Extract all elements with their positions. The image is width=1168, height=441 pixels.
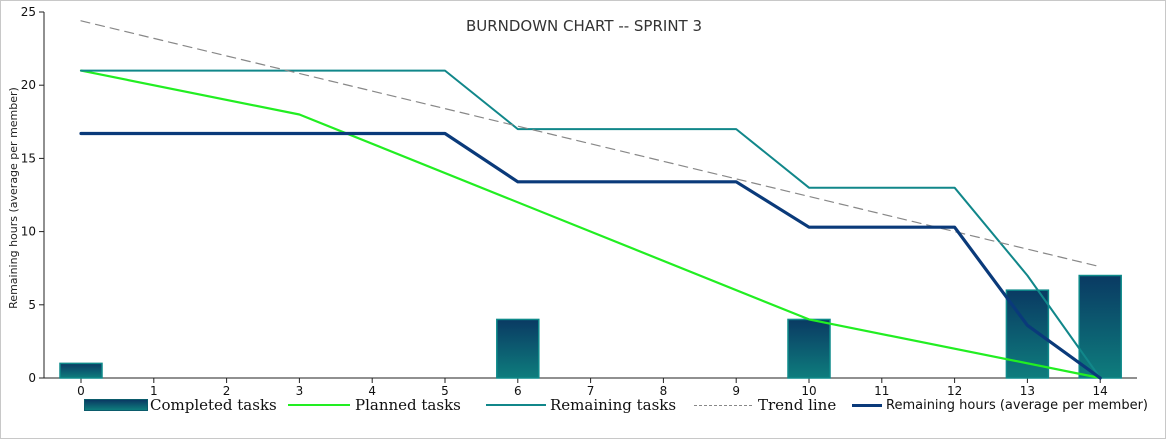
series-line-remaining-hours-average-per-member <box>79 131 1102 380</box>
y-tick-label: 0 <box>28 371 36 385</box>
x-tick-label: 1 <box>150 384 158 398</box>
y-tick-label: 20 <box>21 78 36 92</box>
y-axis-label: Remaining hours (average per member) <box>7 87 20 309</box>
x-tick-label: 5 <box>441 384 449 398</box>
legend-swatch-remaining-hours <box>852 403 882 407</box>
bar-completed-tasks <box>1078 274 1122 379</box>
legend-item-remaining-hours: Remaining hours (average per member) <box>852 392 1148 418</box>
legend-label-trend-line: Trend line <box>758 396 837 414</box>
x-tick-label: 13 <box>1020 384 1035 398</box>
x-tick-label: 14 <box>1093 384 1108 398</box>
y-tick-label: 5 <box>28 298 36 312</box>
x-tick-label: 0 <box>77 384 85 398</box>
x-tick-label: 7 <box>587 384 595 398</box>
legend-label-planned-tasks: Planned tasks <box>355 396 461 414</box>
x-tick-label: 4 <box>368 384 376 398</box>
legend-swatch-remaining-tasks <box>486 404 546 406</box>
series-line-remaining-tasks <box>80 69 1102 379</box>
legend-label-remaining-tasks: Remaining tasks <box>550 396 677 414</box>
chart-legend: Completed tasks Planned tasks Remaining … <box>0 392 1168 420</box>
bar-completed-tasks <box>787 318 831 379</box>
x-tick-label: 3 <box>296 384 304 398</box>
legend-item-planned-tasks: Planned tasks <box>288 392 461 418</box>
y-tick-label: 10 <box>21 225 36 239</box>
series-line-planned-tasks <box>79 69 1102 380</box>
chart-title: BURNDOWN CHART -- SPRINT 3 <box>466 17 702 35</box>
x-tick-label: 8 <box>660 384 668 398</box>
legend-label-completed-tasks: Completed tasks <box>150 396 277 414</box>
legend-item-completed-tasks: Completed tasks <box>84 392 277 418</box>
legend-label-remaining-hours: Remaining hours (average per member) <box>886 397 1148 413</box>
series-line-trend-line <box>80 20 1101 268</box>
x-tick-label: 11 <box>874 384 889 398</box>
bar-completed-tasks <box>59 362 103 379</box>
legend-swatch-trend-line <box>694 404 752 406</box>
y-tick-label: 15 <box>21 151 36 165</box>
y-tick-label: 25 <box>21 5 36 19</box>
legend-swatch-completed-tasks <box>84 399 148 411</box>
x-tick-label: 2 <box>223 384 231 398</box>
x-tick-label: 12 <box>947 384 962 398</box>
x-tick-label: 6 <box>514 384 522 398</box>
legend-item-remaining-tasks: Remaining tasks <box>486 392 676 418</box>
x-tick-label: 9 <box>732 384 740 398</box>
bar-completed-tasks <box>496 318 540 379</box>
x-tick-label: 10 <box>801 384 816 398</box>
legend-item-trend-line: Trend line <box>694 392 836 418</box>
legend-swatch-planned-tasks <box>288 404 350 406</box>
